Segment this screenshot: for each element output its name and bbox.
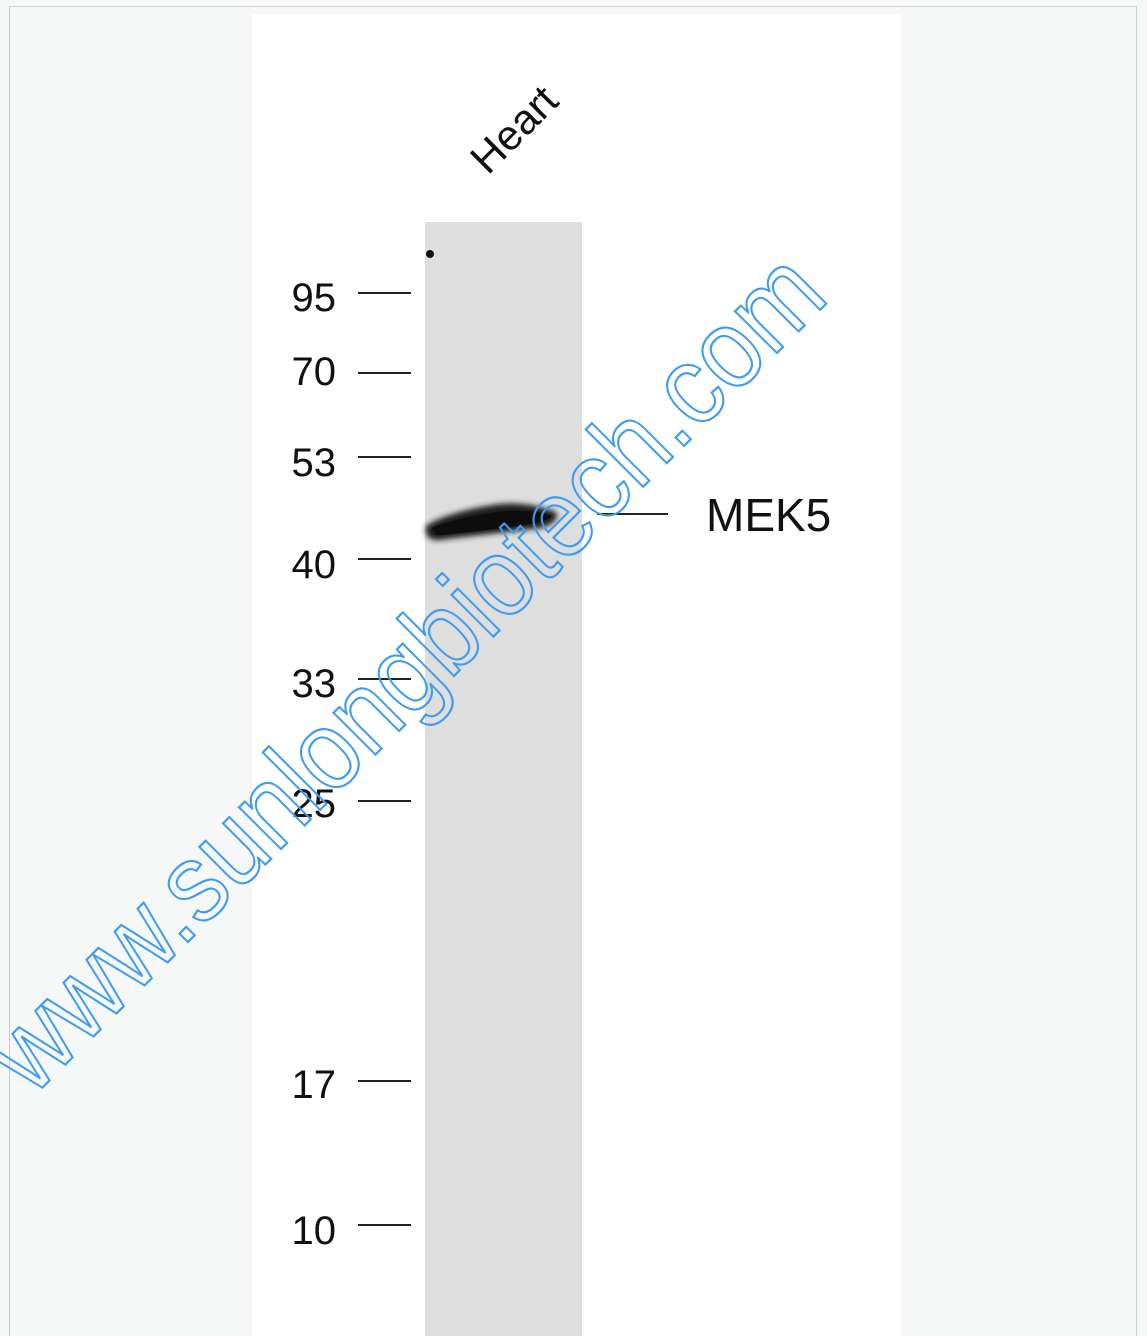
marker-tick-70 bbox=[358, 372, 411, 374]
blot-lane bbox=[425, 222, 582, 1336]
band-label-mek5: MEK5 bbox=[706, 489, 832, 541]
lane-dot bbox=[426, 250, 434, 258]
watermark-text: www.sunlongbiotech.com bbox=[0, 228, 848, 1116]
marker-label-25: 25 bbox=[291, 782, 337, 826]
marker-label-40: 40 bbox=[291, 543, 337, 587]
marker-tick-17 bbox=[358, 1080, 411, 1082]
marker-label-70: 70 bbox=[291, 350, 337, 394]
marker-tick-10 bbox=[358, 1224, 411, 1226]
marker-label-10: 10 bbox=[291, 1209, 337, 1253]
marker-tick-40 bbox=[358, 558, 411, 560]
marker-label-95: 95 bbox=[291, 276, 337, 320]
marker-tick-33 bbox=[358, 678, 411, 680]
marker-tick-53 bbox=[358, 456, 411, 458]
protein-band-core bbox=[432, 510, 552, 535]
marker-tick-25 bbox=[358, 800, 411, 802]
marker-label-53: 53 bbox=[291, 441, 337, 485]
marker-label-33: 33 bbox=[291, 662, 337, 706]
image-frame bbox=[9, 6, 1137, 1336]
marker-tick-95 bbox=[358, 292, 411, 294]
marker-label-17: 17 bbox=[291, 1063, 337, 1107]
band-pointer-line bbox=[597, 513, 668, 515]
